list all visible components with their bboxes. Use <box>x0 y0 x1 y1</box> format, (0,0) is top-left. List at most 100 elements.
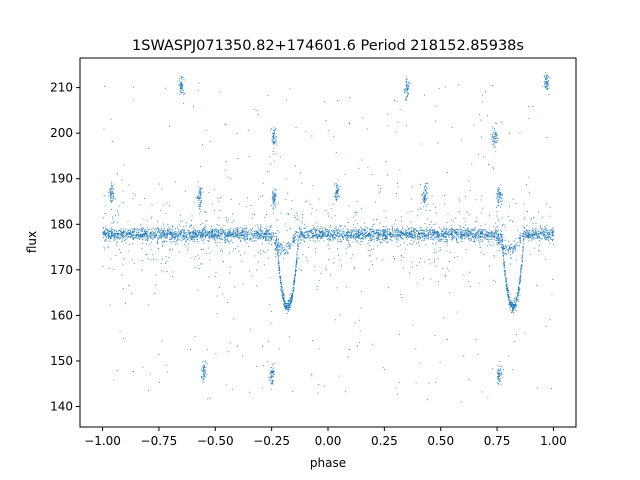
data-point <box>405 237 407 239</box>
data-point <box>518 283 520 285</box>
data-point <box>293 240 295 242</box>
data-point <box>438 232 439 233</box>
data-point <box>295 269 297 271</box>
data-point <box>341 265 342 267</box>
data-point <box>216 237 218 239</box>
data-point <box>448 235 450 237</box>
data-point <box>460 236 462 238</box>
data-point <box>174 233 176 235</box>
data-point <box>354 234 356 236</box>
data-point <box>301 269 303 271</box>
data-point <box>241 260 243 262</box>
data-point <box>246 231 248 233</box>
data-point <box>294 275 295 277</box>
data-point <box>485 233 487 235</box>
data-point <box>268 232 270 234</box>
data-point <box>465 221 467 223</box>
data-point <box>428 237 430 239</box>
data-point <box>460 241 462 243</box>
data-point <box>291 295 292 297</box>
data-point <box>136 236 138 237</box>
data-point <box>281 247 283 249</box>
data-point <box>397 236 399 238</box>
data-point <box>227 234 229 236</box>
data-point <box>410 221 412 223</box>
data-point <box>320 232 322 234</box>
data-point <box>199 231 201 233</box>
data-point <box>465 231 467 233</box>
data-point <box>293 234 295 236</box>
data-point <box>245 233 247 235</box>
data-point <box>443 237 445 239</box>
data-point <box>356 230 358 232</box>
data-point <box>493 234 495 236</box>
data-point <box>265 236 267 238</box>
data-point <box>296 215 298 217</box>
data-point <box>259 196 261 198</box>
data-point <box>285 307 287 309</box>
data-point <box>320 236 322 238</box>
data-point <box>502 238 504 240</box>
data-point <box>293 279 295 280</box>
data-point <box>149 232 151 234</box>
data-point <box>335 226 337 227</box>
data-point <box>456 233 458 235</box>
data-point <box>276 230 278 232</box>
data-point <box>332 239 334 241</box>
data-point <box>418 233 420 234</box>
data-point <box>417 238 418 240</box>
data-point <box>396 101 398 103</box>
data-point <box>282 291 284 293</box>
data-point <box>385 216 387 218</box>
data-point <box>224 239 226 241</box>
data-point <box>325 228 327 230</box>
data-point <box>286 304 288 306</box>
data-point <box>141 238 143 240</box>
data-point <box>472 230 474 232</box>
data-point <box>270 234 272 236</box>
data-point <box>257 238 259 240</box>
data-point <box>217 235 219 237</box>
data-point <box>292 391 294 393</box>
data-point <box>371 231 372 233</box>
data-point <box>469 234 471 236</box>
data-point <box>503 262 505 264</box>
data-point <box>279 277 281 279</box>
data-point <box>162 232 164 233</box>
data-point <box>403 233 405 235</box>
data-point <box>360 241 362 242</box>
data-point <box>217 237 218 239</box>
data-point <box>448 270 450 272</box>
data-point <box>268 240 270 241</box>
data-point <box>377 245 379 247</box>
data-point <box>116 233 118 235</box>
data-point <box>235 231 237 233</box>
data-point <box>472 229 474 231</box>
data-point <box>520 239 521 241</box>
data-point <box>416 242 417 244</box>
data-point <box>277 244 279 246</box>
data-point <box>547 232 548 234</box>
data-point <box>433 224 435 226</box>
data-point <box>196 237 198 239</box>
data-point <box>533 217 535 218</box>
data-point <box>375 233 377 235</box>
data-point <box>383 235 385 237</box>
data-point <box>223 225 225 226</box>
data-point <box>241 233 243 235</box>
data-point <box>366 234 367 236</box>
data-point <box>537 236 539 238</box>
data-point <box>314 251 316 253</box>
data-point <box>489 232 491 234</box>
data-point <box>421 240 423 242</box>
data-point <box>497 236 499 238</box>
data-point <box>209 237 211 239</box>
data-point <box>131 236 133 238</box>
data-point <box>507 295 509 297</box>
data-point <box>481 231 483 233</box>
data-point <box>299 232 301 234</box>
data-point <box>300 238 302 240</box>
data-point <box>452 236 454 238</box>
data-point <box>327 233 329 235</box>
data-point <box>502 240 504 242</box>
